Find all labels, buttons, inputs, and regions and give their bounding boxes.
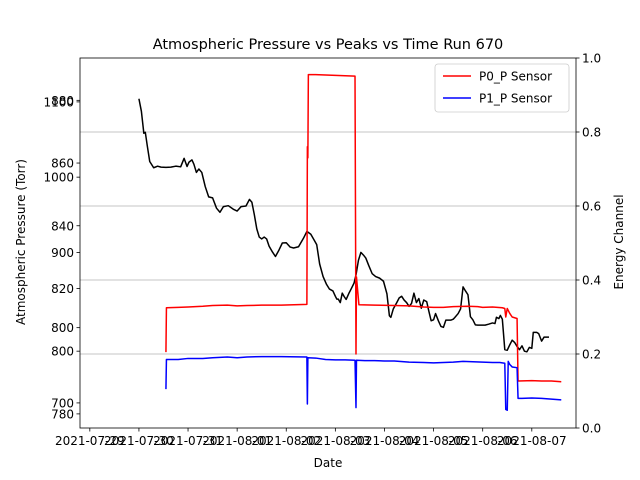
- left-tick-label: 1000: [43, 171, 74, 185]
- x-tick-label: 2021-08-04: [350, 434, 420, 448]
- x-tick-label: 2021-08-07: [497, 434, 567, 448]
- legend-label: P0_P Sensor: [479, 70, 552, 84]
- x-axis-label: Date: [314, 456, 343, 470]
- x-tick-label: 2021-08-06: [448, 434, 518, 448]
- left-tick-label: 700: [51, 396, 74, 410]
- x-tick-label: 2021-08-05: [399, 434, 469, 448]
- x-tick-label: 2021-08-03: [300, 434, 370, 448]
- right-tick-label: 1.0: [582, 52, 601, 66]
- right-tick-label: 0.2: [582, 348, 601, 362]
- right-tick-label: 0.8: [582, 126, 601, 140]
- x-tick-label: 2021-07-30: [104, 434, 174, 448]
- x-tick-label: 2021-08-01: [202, 434, 272, 448]
- x-tick-label: 2021-07-31: [153, 434, 223, 448]
- y-axis-label-right: Energy Channel: [612, 194, 626, 289]
- left-tick-label: 820: [51, 282, 74, 296]
- plot-frame: [79, 57, 577, 429]
- x-tick-label: 2021-07-29: [55, 434, 125, 448]
- p0-sensor-series-line: [165, 73, 562, 383]
- left-tick-label: 780: [51, 407, 74, 421]
- plot-area: 2021-07-292021-07-302021-07-312021-08-01…: [43, 52, 601, 449]
- y-axis-label-left: Atmospheric Pressure (Torr): [14, 159, 28, 325]
- right-tick-label: 0.6: [582, 200, 601, 214]
- legend: P0_P Sensor P1_P Sensor: [434, 63, 570, 113]
- left-tick-label: 860: [51, 157, 74, 171]
- left-tick-label: 1100: [43, 95, 74, 109]
- p1-sensor-series-line: [165, 355, 562, 411]
- left-tick-label: 840: [51, 219, 74, 233]
- right-tick-label: 0.4: [582, 274, 601, 288]
- legend-label: P1_P Sensor: [479, 92, 552, 106]
- right-tick-label: 0.0: [582, 422, 601, 436]
- pressure-series-line: [138, 98, 549, 353]
- left-tick-label: 900: [51, 246, 74, 260]
- left-tick-label: 880: [51, 94, 74, 108]
- left-tick-label: 800: [51, 321, 74, 335]
- chart-title: Atmospheric Pressure vs Peaks vs Time Ru…: [153, 37, 504, 53]
- x-tick-label: 2021-08-02: [251, 434, 321, 448]
- left-tick-label: 800: [51, 345, 74, 359]
